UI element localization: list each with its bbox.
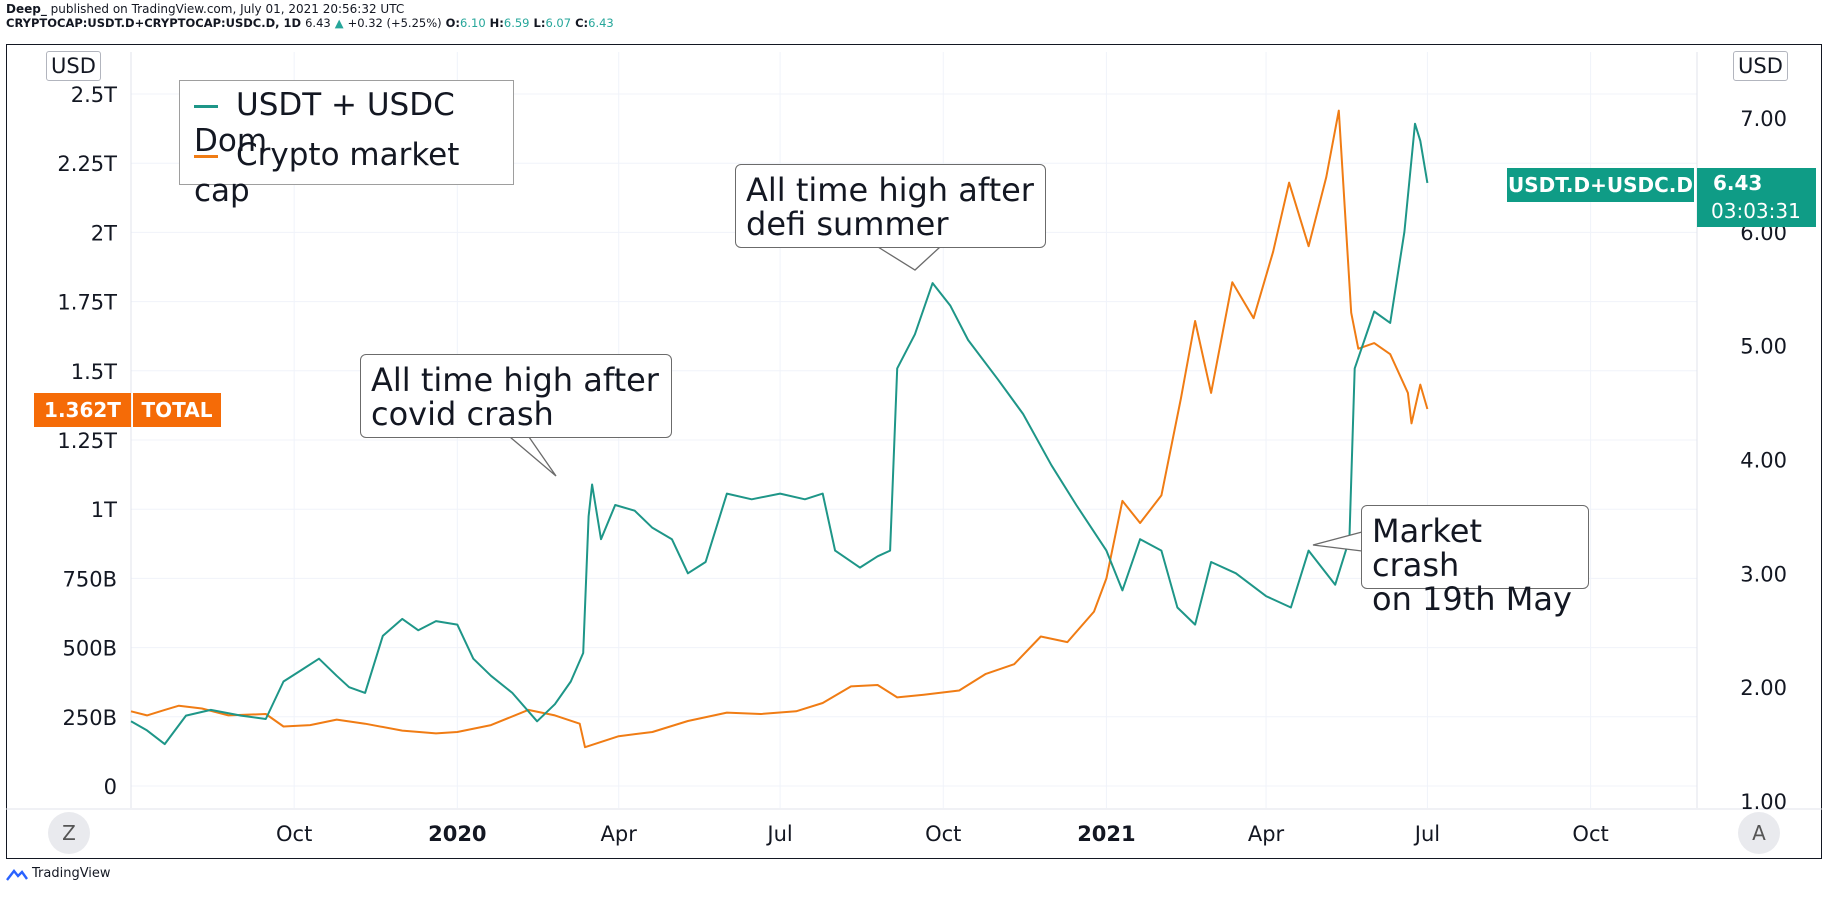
price-change: +0.32 (+5.25%) xyxy=(347,16,442,30)
author-name[interactable]: Deep_ xyxy=(6,2,47,16)
left-tick-label: 250B xyxy=(63,706,118,730)
dominance-line xyxy=(130,122,1429,746)
close-value: 6.43 xyxy=(588,16,614,30)
time-tick-label: Jul xyxy=(765,822,792,846)
legend-label-dominance: USDT + USDC Dom xyxy=(194,87,455,159)
right-tick-label: 5.00 xyxy=(1740,335,1787,359)
zoom-scale-button[interactable]: Z xyxy=(48,812,90,854)
left-tick-label: 1.5T xyxy=(71,360,117,384)
right-axis-unit[interactable]: USD xyxy=(1733,51,1788,81)
right-value-tag: 6.43 03:03:31 xyxy=(1697,168,1816,227)
publish-info: Deep_ published on TradingView.com, July… xyxy=(6,2,614,16)
low-value: 6.07 xyxy=(545,16,572,30)
callout-defi: All time high after defi summer xyxy=(735,164,1046,248)
right-tick-label: 3.00 xyxy=(1740,562,1787,586)
time-tick-label: 2021 xyxy=(1077,822,1135,846)
chart-frame[interactable] xyxy=(6,44,1822,859)
publish-text: published on TradingView.com, July 01, 2… xyxy=(50,2,405,16)
footer: TradingView xyxy=(6,866,111,881)
left-tick-label: 500B xyxy=(63,637,118,661)
right-countdown: 03:03:31 xyxy=(1711,199,1801,223)
left-value-tag: 1.362T xyxy=(34,393,131,427)
time-tick-label: 2020 xyxy=(428,822,486,846)
defi-pointer xyxy=(877,246,941,271)
time-tick-label: Apr xyxy=(601,822,638,846)
open-value: 6.10 xyxy=(460,16,486,30)
legend-label-market-cap: Crypto market cap xyxy=(194,137,460,209)
left-tick-label: 1.25T xyxy=(57,429,117,453)
symbol-name: CRYPTOCAP:USDT.D+CRYPTOCAP:USDC.D, 1D xyxy=(6,16,302,30)
up-arrow-icon: ▲ xyxy=(334,16,344,30)
series-lines xyxy=(130,109,1429,749)
time-tick-label: Jul xyxy=(1413,822,1440,846)
right-tick-label: 7.00 xyxy=(1740,107,1787,131)
left-tick-label: 750B xyxy=(63,567,118,591)
callout-covid: All time high after covid crash xyxy=(360,354,672,438)
time-tick-label: Oct xyxy=(276,822,312,846)
covid-pointer xyxy=(509,436,557,477)
close-label: C: xyxy=(575,16,589,30)
crash-pointer xyxy=(1312,531,1363,552)
right-value: 6.43 xyxy=(1713,171,1763,195)
left-symbol-tag: TOTAL xyxy=(133,393,221,427)
chart-legend: USDT + USDC Dom Crypto market cap xyxy=(179,80,514,209)
right-tick-label: 1.00 xyxy=(1740,790,1787,814)
legend-swatch-market-cap xyxy=(194,155,218,158)
open-label: O: xyxy=(445,16,461,30)
time-axis-ticks: Oct 2020 Apr Jul Oct 2021 Apr Jul Oct xyxy=(276,822,1609,846)
auto-scale-button[interactable]: A xyxy=(1738,812,1780,854)
left-tick-label: 2.25T xyxy=(57,152,117,176)
market-cap-line xyxy=(130,109,1429,749)
chart-header: Deep_ published on TradingView.com, July… xyxy=(6,2,614,30)
high-value: 6.59 xyxy=(503,16,530,30)
callout-pointers xyxy=(509,246,1363,552)
left-tick-label: 1.75T xyxy=(57,291,117,315)
right-symbol-tag: USDT.D+USDC.D xyxy=(1507,168,1694,202)
right-tick-label: 4.00 xyxy=(1740,449,1787,473)
time-tick-label: Oct xyxy=(1572,822,1608,846)
left-tick-label: 2.5T xyxy=(71,83,117,107)
low-label: L: xyxy=(533,16,546,30)
callout-crash: Market crash on 19th May xyxy=(1361,505,1589,616)
legend-item-dominance: USDT + USDC Dom xyxy=(194,87,513,159)
high-label: H: xyxy=(489,16,504,30)
time-tick-label: Oct xyxy=(925,822,961,846)
left-axis-ticks: 0 250B 500B 750B 1T 1.25T 1.5T 1.75T 2T 2.25T 2.5T xyxy=(57,83,117,799)
legend-item-market-cap: Crypto market cap xyxy=(194,137,513,209)
symbol-info: CRYPTOCAP:USDT.D+CRYPTOCAP:USDC.D, 1D 6.… xyxy=(6,16,614,30)
time-tick-label: Apr xyxy=(1248,822,1285,846)
right-tick-label: 2.00 xyxy=(1740,676,1787,700)
footer-brand[interactable]: TradingView xyxy=(32,866,111,881)
last-price: 6.43 xyxy=(305,16,331,30)
left-tick-label: 0 xyxy=(104,775,117,799)
left-tick-label: 1T xyxy=(91,498,117,522)
legend-swatch-dominance xyxy=(194,105,218,108)
left-tick-label: 2T xyxy=(91,221,117,245)
tradingview-logo-icon xyxy=(6,868,28,881)
left-axis-unit[interactable]: USD xyxy=(46,51,101,81)
